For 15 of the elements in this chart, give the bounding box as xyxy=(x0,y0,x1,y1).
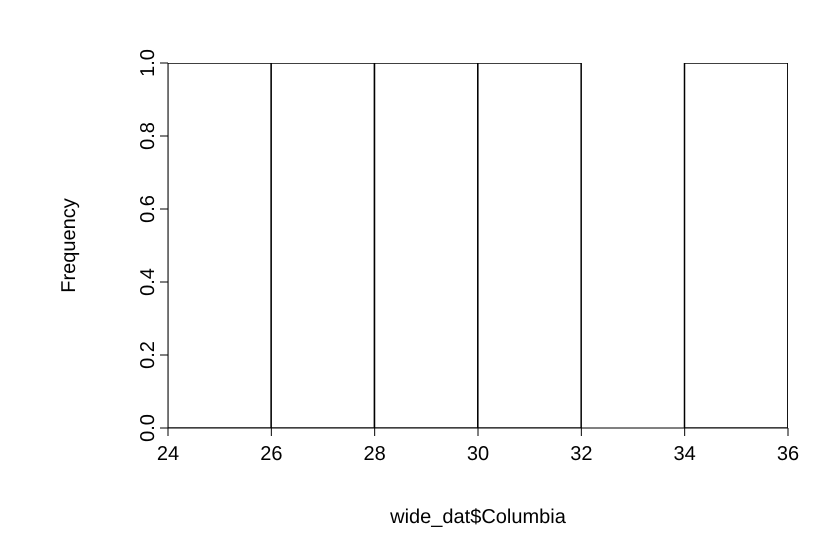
x-tick-label: 36 xyxy=(776,443,800,466)
y-tick-label: 0.4 xyxy=(137,268,159,296)
y-tick-label: 0.8 xyxy=(137,122,159,150)
y-axis-title: Frequency xyxy=(58,198,80,293)
y-tick-label: 0.2 xyxy=(137,341,159,369)
x-tick-label: 30 xyxy=(466,443,490,466)
x-tick-label: 32 xyxy=(570,443,592,466)
x-tick-label: 34 xyxy=(674,443,696,466)
x-axis-title: wide_dat$Columbia xyxy=(389,506,567,528)
x-tick-label: 24 xyxy=(156,443,180,466)
y-tick-label: 1.0 xyxy=(137,49,159,77)
x-tick-label: 28 xyxy=(364,443,386,466)
x-tick-label: 26 xyxy=(260,443,282,466)
y-tick-label: 0.6 xyxy=(137,195,159,223)
y-tick-label: 0.0 xyxy=(137,414,159,442)
